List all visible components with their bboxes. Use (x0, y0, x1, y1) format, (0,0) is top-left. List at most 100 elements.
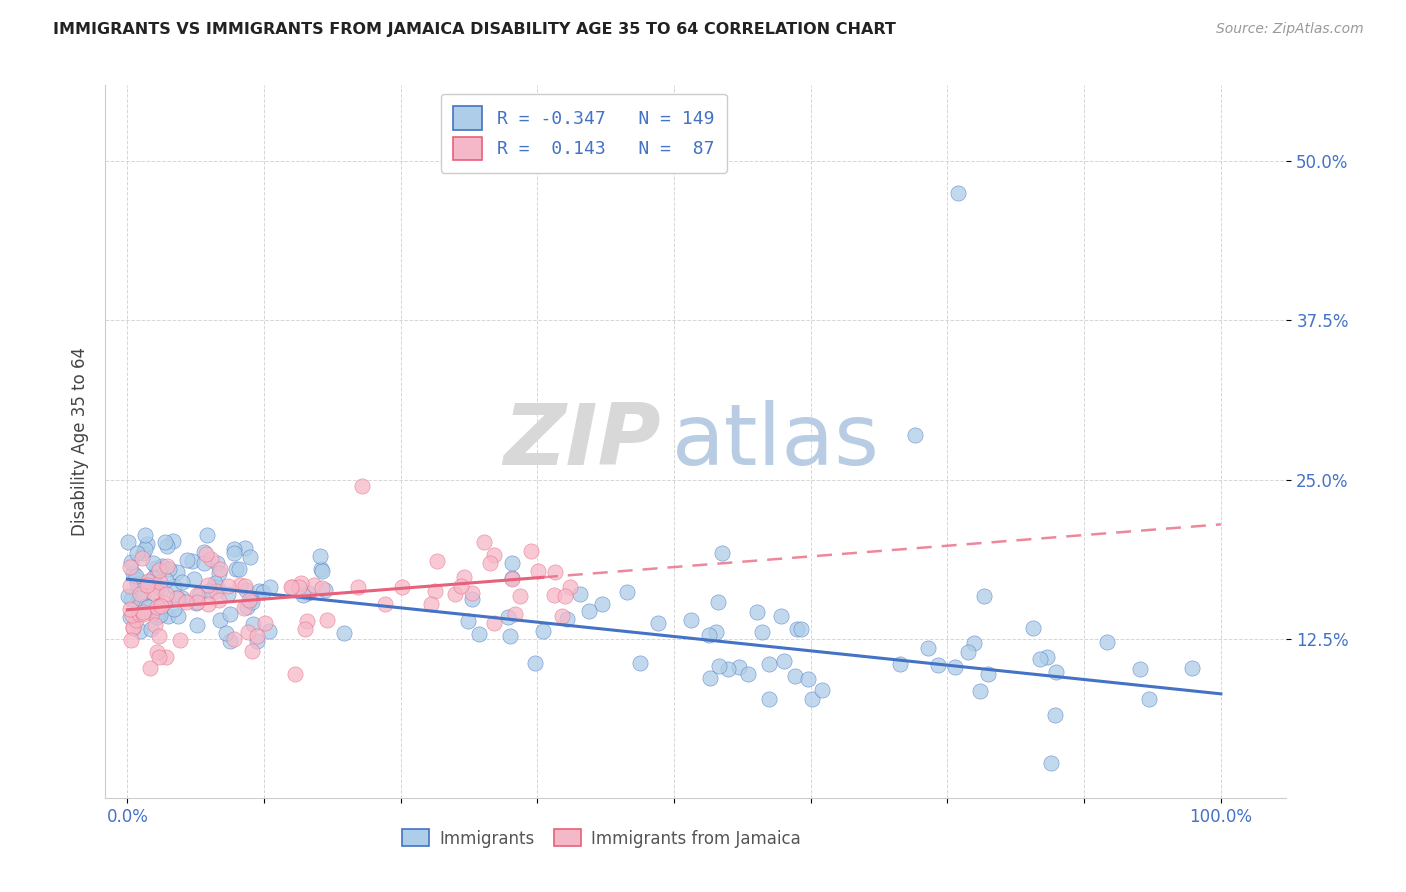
Point (1129, 662, 1152, 676)
Point (143, 618, 166, 632)
Point (479, 557, 502, 571)
Point (187, 588, 209, 602)
Legend: Immigrants, Immigrants from Jamaica: Immigrants, Immigrants from Jamaica (395, 822, 807, 855)
Point (208, 562, 231, 576)
Point (131, 607, 153, 621)
Point (501, 556, 523, 570)
Point (186, 617, 208, 632)
Point (468, 626, 491, 640)
Point (352, 479, 374, 493)
Point (246, 629, 269, 643)
Point (800, 692, 823, 706)
Point (217, 579, 239, 593)
Point (711, 546, 734, 560)
Point (1040, 756, 1063, 770)
Point (453, 570, 475, 584)
Point (121, 608, 143, 623)
Point (166, 591, 188, 606)
Point (948, 186, 970, 200)
Point (131, 605, 153, 619)
Point (219, 607, 242, 621)
Point (904, 428, 927, 442)
Point (1181, 661, 1204, 675)
Point (280, 581, 302, 595)
Point (232, 601, 254, 615)
Point (482, 548, 505, 562)
Point (786, 622, 808, 636)
Point (457, 614, 479, 628)
Point (681, 613, 703, 627)
Point (208, 566, 231, 581)
Point (311, 581, 333, 595)
Point (136, 574, 159, 589)
Point (531, 624, 554, 639)
Point (1036, 649, 1059, 664)
Point (139, 622, 162, 636)
Y-axis label: Disability Age 35 to 64: Disability Age 35 to 64 (70, 347, 89, 536)
Point (120, 592, 142, 607)
Point (118, 610, 141, 624)
Point (461, 585, 484, 599)
Point (717, 662, 740, 676)
Point (773, 655, 796, 669)
Point (136, 537, 159, 551)
Point (174, 595, 197, 609)
Point (647, 615, 669, 630)
Point (425, 584, 447, 599)
Point (208, 593, 231, 607)
Point (172, 575, 194, 590)
Point (183, 572, 205, 586)
Text: ZIP: ZIP (503, 400, 661, 483)
Point (699, 671, 721, 685)
Point (146, 607, 169, 621)
Point (558, 580, 581, 594)
Point (796, 672, 818, 686)
Point (205, 581, 228, 595)
Point (141, 607, 163, 621)
Point (247, 584, 270, 599)
Point (218, 633, 240, 648)
Point (131, 551, 153, 566)
Point (209, 613, 232, 627)
Point (240, 644, 263, 658)
Point (297, 585, 319, 599)
Point (149, 607, 172, 622)
Point (450, 579, 472, 593)
Point (149, 575, 172, 590)
Point (1045, 665, 1067, 680)
Point (956, 645, 979, 659)
Point (419, 597, 441, 611)
Point (290, 576, 312, 591)
Point (758, 691, 780, 706)
Point (628, 657, 651, 671)
Point (309, 549, 332, 563)
Point (143, 577, 166, 591)
Point (146, 609, 169, 624)
Point (186, 595, 208, 609)
Point (135, 599, 157, 614)
Point (501, 571, 523, 585)
Point (969, 684, 991, 698)
Point (163, 579, 186, 593)
Point (135, 578, 157, 592)
Point (146, 645, 169, 659)
Point (311, 564, 333, 578)
Point (165, 591, 187, 605)
Point (505, 607, 527, 622)
Point (166, 591, 188, 605)
Point (943, 660, 966, 674)
Point (222, 546, 245, 560)
Point (195, 547, 218, 561)
Point (482, 616, 505, 631)
Point (591, 597, 613, 611)
Point (1095, 634, 1118, 648)
Point (889, 657, 911, 671)
Point (751, 625, 773, 640)
Point (118, 579, 141, 593)
Point (215, 625, 238, 640)
Point (225, 562, 247, 576)
Point (166, 608, 188, 623)
Point (1043, 707, 1066, 722)
Point (197, 577, 219, 591)
Point (347, 580, 370, 594)
